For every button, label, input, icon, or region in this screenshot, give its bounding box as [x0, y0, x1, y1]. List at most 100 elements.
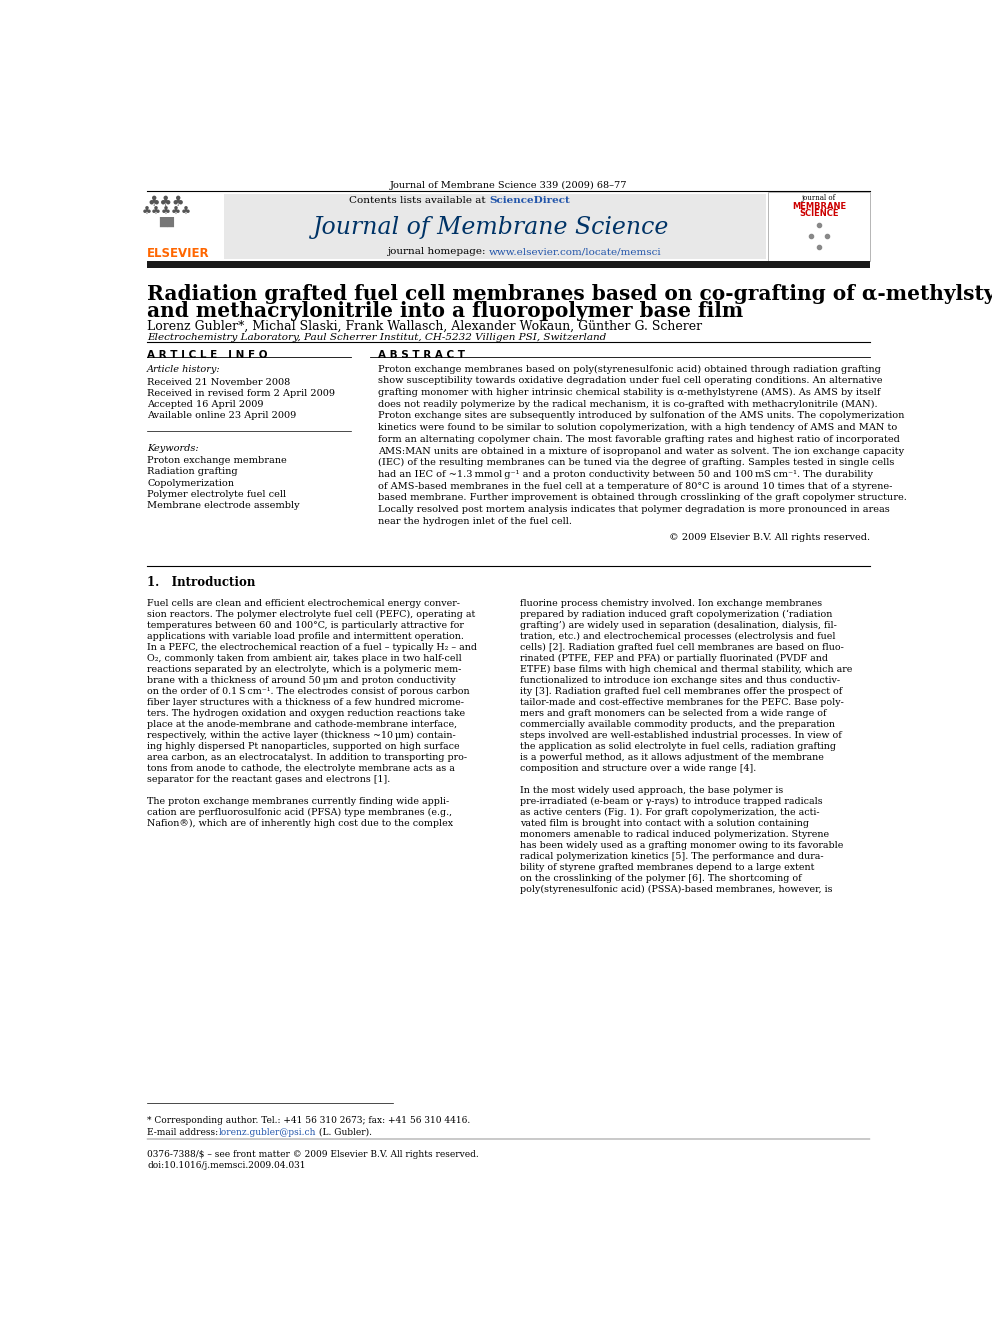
Text: of AMS-based membranes in the fuel cell at a temperature of 80°C is around 10 ti: of AMS-based membranes in the fuel cell …: [378, 482, 892, 491]
Text: brane with a thickness of around 50 μm and proton conductivity: brane with a thickness of around 50 μm a…: [147, 676, 455, 685]
Text: does not readily polymerize by the radical mechanism, it is co-grafted with meth: does not readily polymerize by the radic…: [378, 400, 877, 409]
Text: www.elsevier.com/locate/memsci: www.elsevier.com/locate/memsci: [489, 247, 662, 257]
Text: lorenz.gubler@psi.ch: lorenz.gubler@psi.ch: [218, 1127, 316, 1136]
Text: show susceptibility towards oxidative degradation under fuel cell operating cond: show susceptibility towards oxidative de…: [378, 376, 882, 385]
Text: ters. The hydrogen oxidation and oxygen reduction reactions take: ters. The hydrogen oxidation and oxygen …: [147, 709, 465, 718]
Text: prepared by radiation induced graft copolymerization (‘radiation: prepared by radiation induced graft copo…: [520, 610, 832, 619]
Text: Fuel cells are clean and efficient electrochemical energy conver-: Fuel cells are clean and efficient elect…: [147, 599, 460, 607]
Text: reactions separated by an electrolyte, which is a polymeric mem-: reactions separated by an electrolyte, w…: [147, 665, 461, 673]
Text: temperatures between 60 and 100°C, is particularly attractive for: temperatures between 60 and 100°C, is pa…: [147, 620, 464, 630]
Text: Article history:: Article history:: [147, 365, 220, 373]
Text: Polymer electrolyte fuel cell: Polymer electrolyte fuel cell: [147, 490, 286, 499]
Text: composition and structure over a wide range [4].: composition and structure over a wide ra…: [520, 763, 756, 773]
Text: based membrane. Further improvement is obtained through crosslinking of the graf: based membrane. Further improvement is o…: [378, 493, 907, 503]
Text: tailor-made and cost-effective membranes for the PEFC. Base poly-: tailor-made and cost-effective membranes…: [520, 697, 844, 706]
Text: Available online 23 April 2009: Available online 23 April 2009: [147, 411, 297, 421]
Text: MEMBRANE: MEMBRANE: [792, 201, 846, 210]
Text: Electrochemistry Laboratory, Paul Scherrer Institut, CH-5232 Villigen PSI, Switz: Electrochemistry Laboratory, Paul Scherr…: [147, 333, 606, 341]
Text: radical polymerization kinetics [5]. The performance and dura-: radical polymerization kinetics [5]. The…: [520, 852, 823, 861]
Text: Membrane electrode assembly: Membrane electrode assembly: [147, 501, 300, 511]
Text: ing highly dispersed Pt nanoparticles, supported on high surface: ing highly dispersed Pt nanoparticles, s…: [147, 742, 459, 751]
Text: In a PEFC, the electrochemical reaction of a fuel – typically H₂ – and: In a PEFC, the electrochemical reaction …: [147, 643, 477, 652]
Text: rinated (PTFE, FEP and PFA) or partially fluorinated (PVDF and: rinated (PTFE, FEP and PFA) or partially…: [520, 654, 828, 663]
Text: Proton exchange membranes based on poly(styrenesulfonic acid) obtained through r: Proton exchange membranes based on poly(…: [378, 365, 881, 373]
Text: sion reactors. The polymer electrolyte fuel cell (PEFC), operating at: sion reactors. The polymer electrolyte f…: [147, 610, 475, 619]
FancyBboxPatch shape: [768, 192, 870, 261]
Text: SCIENCE: SCIENCE: [800, 209, 839, 218]
FancyBboxPatch shape: [224, 194, 766, 258]
Text: separator for the reactant gases and electrons [1].: separator for the reactant gases and ele…: [147, 775, 390, 783]
Text: Radiation grafting: Radiation grafting: [147, 467, 238, 476]
Text: ELSEVIER: ELSEVIER: [147, 247, 209, 261]
Text: Accepted 16 April 2009: Accepted 16 April 2009: [147, 400, 264, 409]
Text: had an IEC of ~1.3 mmol g⁻¹ and a proton conductivity between 50 and 100 mS cm⁻¹: had an IEC of ~1.3 mmol g⁻¹ and a proton…: [378, 470, 873, 479]
Text: form an alternating copolymer chain. The most favorable grafting rates and highe: form an alternating copolymer chain. The…: [378, 435, 900, 443]
Text: ity [3]. Radiation grafted fuel cell membranes offer the prospect of: ity [3]. Radiation grafted fuel cell mem…: [520, 687, 842, 696]
Text: near the hydrogen inlet of the fuel cell.: near the hydrogen inlet of the fuel cell…: [378, 517, 571, 525]
Text: place at the anode-membrane and cathode-membrane interface,: place at the anode-membrane and cathode-…: [147, 720, 457, 729]
Text: A R T I C L E   I N F O: A R T I C L E I N F O: [147, 351, 268, 360]
Text: Received 21 November 2008: Received 21 November 2008: [147, 378, 291, 386]
FancyBboxPatch shape: [147, 193, 224, 259]
Text: tration, etc.) and electrochemical processes (electrolysis and fuel: tration, etc.) and electrochemical proce…: [520, 632, 835, 640]
Text: tons from anode to cathode, the electrolyte membrane acts as a: tons from anode to cathode, the electrol…: [147, 763, 455, 773]
FancyBboxPatch shape: [147, 261, 870, 267]
Text: ♣♣♣: ♣♣♣: [148, 196, 186, 209]
Text: Locally resolved post mortem analysis indicates that polymer degradation is more: Locally resolved post mortem analysis in…: [378, 505, 890, 515]
Text: © 2009 Elsevier B.V. All rights reserved.: © 2009 Elsevier B.V. All rights reserved…: [669, 533, 870, 541]
Text: ETFE) base films with high chemical and thermal stability, which are: ETFE) base films with high chemical and …: [520, 665, 852, 673]
Text: Proton exchange membrane: Proton exchange membrane: [147, 456, 287, 466]
Text: Contents lists available at: Contents lists available at: [349, 196, 489, 205]
Text: commercially available commodity products, and the preparation: commercially available commodity product…: [520, 720, 835, 729]
Text: E-mail address:: E-mail address:: [147, 1127, 221, 1136]
Text: on the order of 0.1 S cm⁻¹. The electrodes consist of porous carbon: on the order of 0.1 S cm⁻¹. The electrod…: [147, 687, 469, 696]
Text: on the crosslinking of the polymer [6]. The shortcoming of: on the crosslinking of the polymer [6]. …: [520, 875, 802, 882]
Text: AMS:MAN units are obtained in a mixture of isopropanol and water as solvent. The: AMS:MAN units are obtained in a mixture …: [378, 447, 904, 455]
Text: kinetics were found to be similar to solution copolymerization, with a high tend: kinetics were found to be similar to sol…: [378, 423, 897, 433]
Text: area carbon, as an electrocatalyst. In addition to transporting pro-: area carbon, as an electrocatalyst. In a…: [147, 753, 467, 762]
Text: is a powerful method, as it allows adjustment of the membrane: is a powerful method, as it allows adjus…: [520, 753, 823, 762]
Text: steps involved are well-established industrial processes. In view of: steps involved are well-established indu…: [520, 730, 841, 740]
Text: Radiation grafted fuel cell membranes based on co-grafting of α-methylstyrene: Radiation grafted fuel cell membranes ba…: [147, 284, 992, 304]
Text: (L. Gubler).: (L. Gubler).: [316, 1127, 372, 1136]
Text: applications with variable load profile and intermittent operation.: applications with variable load profile …: [147, 632, 464, 640]
Text: and methacrylonitrile into a fluoropolymer base film: and methacrylonitrile into a fluoropolym…: [147, 302, 743, 321]
Text: O₂, commonly taken from ambient air, takes place in two half-cell: O₂, commonly taken from ambient air, tak…: [147, 654, 462, 663]
Text: cation are perfluorosulfonic acid (PFSA) type membranes (e.g.,: cation are perfluorosulfonic acid (PFSA)…: [147, 808, 452, 818]
Text: fluorine process chemistry involved. Ion exchange membranes: fluorine process chemistry involved. Ion…: [520, 599, 822, 607]
Text: grafting’) are widely used in separation (desalination, dialysis, fil-: grafting’) are widely used in separation…: [520, 620, 837, 630]
Text: Proton exchange sites are subsequently introduced by sulfonation of the AMS unit: Proton exchange sites are subsequently i…: [378, 411, 904, 421]
Text: Journal of Membrane Science 339 (2009) 68–77: Journal of Membrane Science 339 (2009) 6…: [390, 181, 627, 191]
Text: monomers amenable to radical induced polymerization. Styrene: monomers amenable to radical induced pol…: [520, 830, 829, 839]
Text: has been widely used as a grafting monomer owing to its favorable: has been widely used as a grafting monom…: [520, 841, 843, 849]
Text: 0376-7388/$ – see front matter © 2009 Elsevier B.V. All rights reserved.: 0376-7388/$ – see front matter © 2009 El…: [147, 1150, 479, 1159]
Text: bility of styrene grafted membranes depend to a large extent: bility of styrene grafted membranes depe…: [520, 863, 814, 872]
Text: Keywords:: Keywords:: [147, 445, 198, 452]
Text: functionalized to introduce ion exchange sites and thus conductiv-: functionalized to introduce ion exchange…: [520, 676, 840, 685]
Text: poly(styrenesulfonic acid) (PSSA)-based membranes, however, is: poly(styrenesulfonic acid) (PSSA)-based …: [520, 885, 832, 894]
Text: ♣♣♣♣♣: ♣♣♣♣♣: [141, 206, 191, 217]
Text: Nafion®), which are of inherently high cost due to the complex: Nafion®), which are of inherently high c…: [147, 819, 453, 828]
Text: Lorenz Gubler*, Michal Slaski, Frank Wallasch, Alexander Wokaun, Günther G. Sche: Lorenz Gubler*, Michal Slaski, Frank Wal…: [147, 320, 702, 332]
Text: vated film is brought into contact with a solution containing: vated film is brought into contact with …: [520, 819, 808, 828]
Text: Copolymerization: Copolymerization: [147, 479, 234, 488]
Text: 1.   Introduction: 1. Introduction: [147, 577, 255, 590]
Text: (IEC) of the resulting membranes can be tuned via the degree of grafting. Sample: (IEC) of the resulting membranes can be …: [378, 458, 894, 467]
Text: cells) [2]. Radiation grafted fuel cell membranes are based on fluo-: cells) [2]. Radiation grafted fuel cell …: [520, 643, 844, 652]
Text: pre-irradiated (e-beam or γ-rays) to introduce trapped radicals: pre-irradiated (e-beam or γ-rays) to int…: [520, 796, 822, 806]
Text: Journal of Membrane Science: Journal of Membrane Science: [313, 216, 670, 239]
Text: The proton exchange membranes currently finding wide appli-: The proton exchange membranes currently …: [147, 796, 449, 806]
Text: ██: ██: [159, 217, 174, 228]
Text: fiber layer structures with a thickness of a few hundred microme-: fiber layer structures with a thickness …: [147, 697, 464, 706]
Text: the application as solid electrolyte in fuel cells, radiation grafting: the application as solid electrolyte in …: [520, 742, 836, 751]
Text: ScienceDirect: ScienceDirect: [489, 196, 570, 205]
Text: grafting monomer with higher intrinsic chemical stability is α-methylstyrene (AM: grafting monomer with higher intrinsic c…: [378, 388, 880, 397]
Text: doi:10.1016/j.memsci.2009.04.031: doi:10.1016/j.memsci.2009.04.031: [147, 1162, 306, 1170]
Text: Received in revised form 2 April 2009: Received in revised form 2 April 2009: [147, 389, 335, 398]
Text: A B S T R A C T: A B S T R A C T: [378, 351, 464, 360]
Text: journal of: journal of: [802, 194, 836, 202]
Text: * Corresponding author. Tel.: +41 56 310 2673; fax: +41 56 310 4416.: * Corresponding author. Tel.: +41 56 310…: [147, 1117, 470, 1126]
Text: mers and graft monomers can be selected from a wide range of: mers and graft monomers can be selected …: [520, 709, 826, 718]
Text: respectively, within the active layer (thickness ~10 μm) contain-: respectively, within the active layer (t…: [147, 730, 455, 740]
Text: as active centers (Fig. 1). For graft copolymerization, the acti-: as active centers (Fig. 1). For graft co…: [520, 808, 819, 818]
